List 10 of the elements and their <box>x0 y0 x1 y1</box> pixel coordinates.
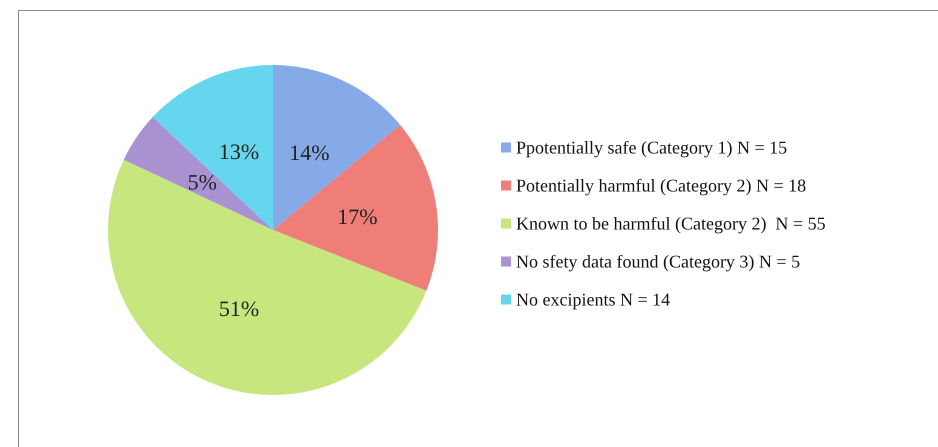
legend-label: No sfety data found (Category 3) N = 5 <box>516 252 800 272</box>
data-label: 17% <box>337 204 378 230</box>
data-label: 14% <box>289 140 330 166</box>
data-label: 5% <box>188 169 217 194</box>
legend-label: No excipients N = 14 <box>516 290 670 310</box>
legend-label: Potentially harmful (Category 2) N = 18 <box>516 176 806 196</box>
data-label: 13% <box>218 139 260 164</box>
data-label: 51% <box>218 296 260 321</box>
legend-label: Known to be harmful (Category 2) N = 55 <box>516 214 826 234</box>
legend-label: Ppotentially safe (Category 1) N = 15 <box>516 138 788 158</box>
